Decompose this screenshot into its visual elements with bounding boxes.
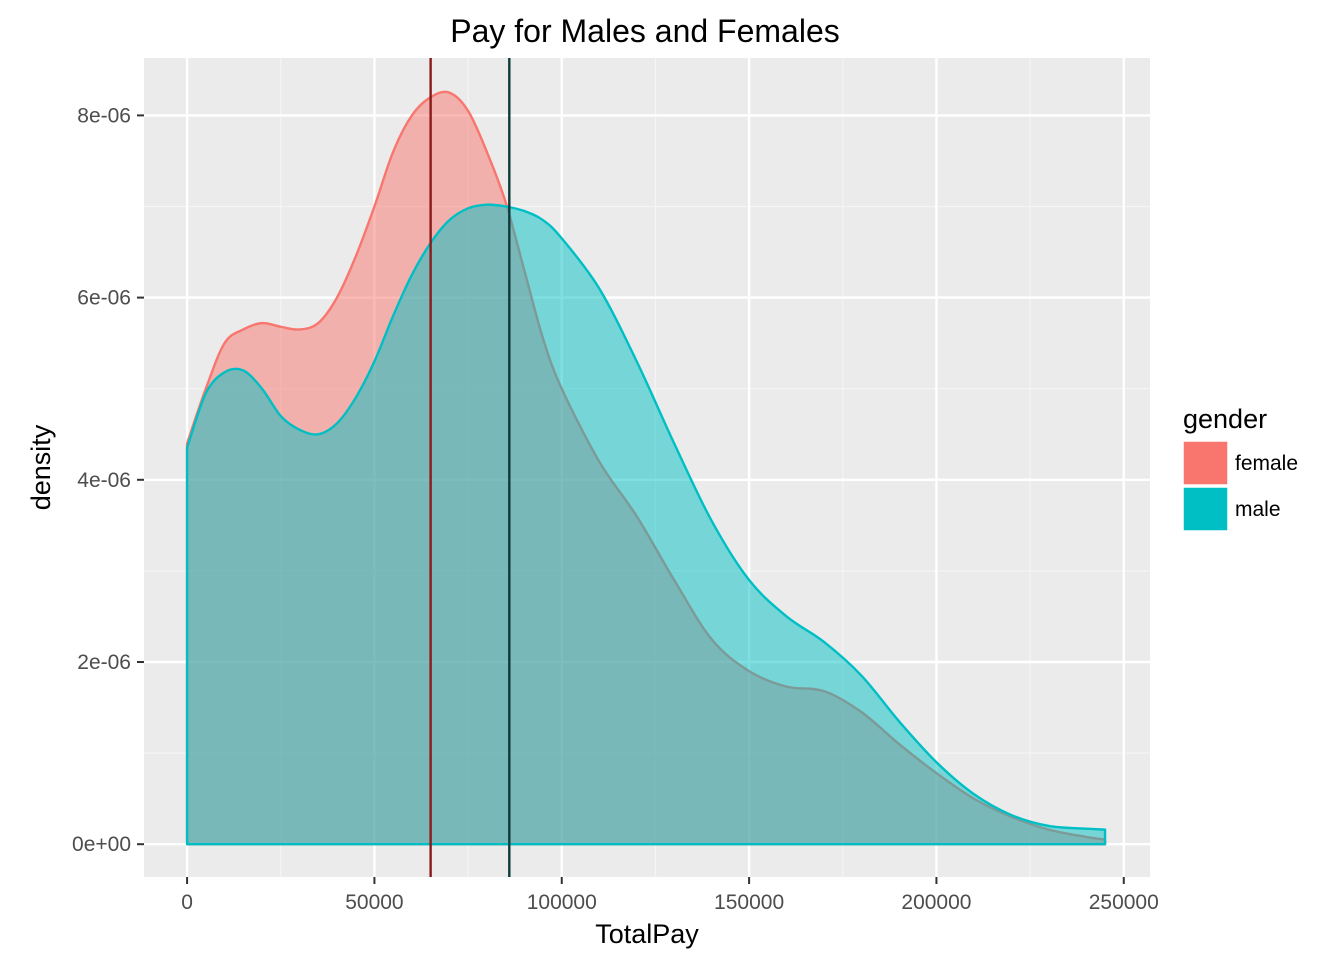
x-tick-label: 100000 (527, 891, 597, 914)
legend: gender female male (1182, 404, 1298, 532)
x-tick-label: 200000 (901, 891, 971, 914)
chart-title: Pay for Males and Females (450, 13, 840, 49)
y-axis: 0e+00 2e-06 4e-06 6e-06 8e-06 (72, 104, 144, 856)
x-tick-label: 0 (181, 891, 193, 914)
x-axis-title: TotalPay (595, 919, 699, 949)
legend-label-male: male (1235, 498, 1281, 521)
x-axis: 0 50000 100000 150000 200000 250000 (181, 877, 1159, 914)
x-tick-label: 250000 (1089, 891, 1159, 914)
density-areas (185, 90, 1107, 846)
y-tick-label: 8e-06 (77, 104, 131, 127)
legend-key-male (1182, 486, 1229, 532)
x-tick-label: 50000 (345, 891, 403, 914)
y-axis-title: density (26, 424, 56, 510)
y-tick-label: 0e+00 (72, 833, 131, 856)
x-tick-label: 150000 (714, 891, 784, 914)
y-tick-label: 2e-06 (77, 651, 131, 674)
male-density-area (185, 203, 1107, 846)
mean-lines (429, 58, 511, 877)
legend-title: gender (1183, 404, 1267, 434)
legend-key-female (1182, 440, 1229, 486)
legend-label-female: female (1235, 452, 1298, 475)
y-tick-label: 6e-06 (77, 287, 131, 310)
y-tick-label: 4e-06 (77, 469, 131, 492)
